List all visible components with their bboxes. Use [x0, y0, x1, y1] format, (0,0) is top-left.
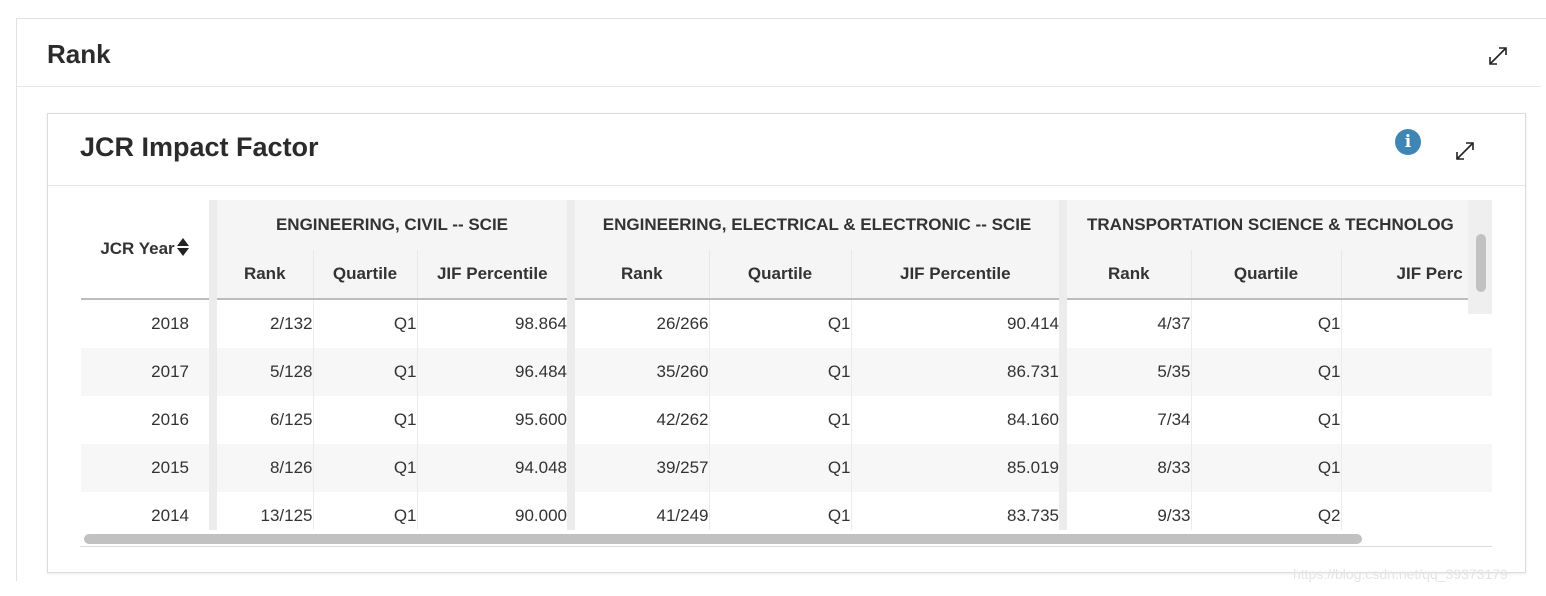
electrical-quartile-cell: Q1 [708, 444, 852, 492]
electrical-rank-cell: 26/266 [567, 299, 710, 348]
info-icon[interactable]: i [1395, 129, 1421, 155]
transportation-rank-cell: 9/33 [1059, 492, 1192, 530]
table-row: 2017 5/128 Q1 96.484 35/260 Q1 86.731 5/35 Q1 [81, 348, 1492, 396]
electrical-quartile-cell: Q1 [708, 492, 852, 530]
civil-quartile-cell: Q1 [312, 492, 417, 530]
transportation-quartile-cell: Q1 [1190, 444, 1342, 492]
civil-quartile-cell: Q1 [312, 299, 417, 348]
col-jif-percentile-header[interactable]: JIF Percentile [850, 250, 1064, 300]
transportation-jif-percentile-cell [1340, 396, 1492, 444]
col-rank-header[interactable]: Rank [209, 250, 313, 300]
col-quartile-header[interactable]: Quartile [312, 250, 417, 300]
table-row: 2016 6/125 Q1 95.600 42/262 Q1 84.160 7/34 Q1 [81, 396, 1492, 444]
transportation-quartile-cell: Q1 [1190, 396, 1342, 444]
subheader-row: Rank Quartile JIF Percentile Rank Quarti… [81, 250, 1492, 300]
jcr-year-cell: 2014 [151, 506, 189, 525]
jcr-year-header[interactable]: JCR Year [81, 200, 213, 300]
rank-panel-title: Rank [47, 39, 111, 69]
category-header-row: JCR Year ENGINEERING, CIVIL -- SCIE ENGI… [81, 200, 1492, 300]
civil-rank-cell: 8/126 [209, 444, 313, 492]
jcr-table-body: 2018 2/132 Q1 98.864 26/266 Q1 90.414 4/37 Q1 201… [81, 299, 1492, 530]
rank-panel: Rank JCR Impact Factor i [16, 18, 1546, 581]
sort-icon[interactable] [176, 237, 190, 262]
col-rank-header[interactable]: Rank [1059, 250, 1192, 300]
col-rank-header[interactable]: Rank [567, 250, 710, 300]
transportation-quartile-cell: Q2 [1190, 492, 1342, 530]
jcr-card-header: JCR Impact Factor i [48, 114, 1525, 186]
category-header-transportation: TRANSPORTATION SCIENCE & TECHNOLOG [1059, 200, 1492, 250]
civil-quartile-cell: Q1 [312, 396, 417, 444]
table-row: 2014 13/125 Q1 90.000 41/249 Q1 83.735 9/33 Q2 [81, 492, 1492, 530]
electrical-rank-cell: 41/249 [567, 492, 710, 530]
civil-quartile-cell: Q1 [312, 348, 417, 396]
col-quartile-header[interactable]: Quartile [708, 250, 852, 300]
jcr-year-cell: 2017 [81, 348, 213, 396]
vertical-scrollbar-thumb[interactable] [1476, 234, 1486, 292]
transportation-rank-cell: 7/34 [1059, 396, 1192, 444]
transportation-jif-percentile-cell [1340, 444, 1492, 492]
col-jif-percentile-header[interactable]: JIF Percentile [416, 250, 572, 300]
civil-jif-percentile-cell: 90.000 [416, 492, 572, 530]
transportation-quartile-cell: Q1 [1190, 348, 1342, 396]
civil-rank-cell: 2/132 [209, 299, 313, 348]
civil-rank-cell: 6/125 [209, 396, 313, 444]
civil-jif-percentile-cell: 94.048 [416, 444, 572, 492]
jcr-table-viewport: JCR Year ENGINEERING, CIVIL -- SCIE ENGI… [81, 200, 1492, 530]
jcr-year-cell: 2015 [81, 444, 213, 492]
electrical-quartile-cell: Q1 [708, 396, 852, 444]
transportation-rank-cell: 8/33 [1059, 444, 1192, 492]
electrical-jif-percentile-cell: 90.414 [850, 299, 1064, 348]
jcr-year-label: JCR Year [100, 238, 175, 258]
civil-jif-percentile-cell: 98.864 [416, 299, 572, 348]
electrical-jif-percentile-cell: 86.731 [850, 348, 1064, 396]
transportation-jif-percentile-cell [1340, 299, 1492, 348]
civil-quartile-cell: Q1 [312, 444, 417, 492]
jcr-card-title: JCR Impact Factor [80, 132, 319, 162]
jcr-impact-factor-card: JCR Impact Factor i JCR Year [47, 113, 1526, 573]
category-header-electrical: ENGINEERING, ELECTRICAL & ELECTRONIC -- … [567, 200, 1064, 250]
electrical-rank-cell: 42/262 [567, 396, 710, 444]
jcr-table: JCR Year ENGINEERING, CIVIL -- SCIE ENGI… [81, 200, 1492, 530]
electrical-jif-percentile-cell: 84.160 [850, 396, 1064, 444]
expand-icon[interactable] [1486, 44, 1510, 68]
electrical-quartile-cell: Q1 [708, 348, 852, 396]
civil-rank-cell: 13/125 [209, 492, 313, 530]
transportation-jif-percentile-cell [1340, 348, 1492, 396]
transportation-quartile-cell: Q1 [1190, 299, 1342, 348]
civil-jif-percentile-cell: 96.484 [416, 348, 572, 396]
rank-panel-header: Rank [17, 19, 1541, 87]
expand-icon[interactable] [1453, 139, 1477, 163]
category-header-civil: ENGINEERING, CIVIL -- SCIE [208, 200, 572, 250]
transportation-rank-cell: 5/35 [1059, 348, 1192, 396]
electrical-rank-cell: 39/257 [567, 444, 710, 492]
col-quartile-header[interactable]: Quartile [1190, 250, 1342, 300]
horizontal-scrollbar-thumb[interactable] [84, 534, 1362, 544]
electrical-jif-percentile-cell: 83.735 [850, 492, 1064, 530]
jcr-year-cell: 2016 [151, 410, 189, 429]
electrical-quartile-cell: Q1 [708, 299, 852, 348]
electrical-rank-cell: 35/260 [567, 348, 710, 396]
table-row: 2015 8/126 Q1 94.048 39/257 Q1 85.019 8/33 Q1 [81, 444, 1492, 492]
table-row: 2018 2/132 Q1 98.864 26/266 Q1 90.414 4/37 Q1 [81, 299, 1492, 348]
transportation-rank-cell: 4/37 [1059, 299, 1192, 348]
electrical-jif-percentile-cell: 85.019 [850, 444, 1064, 492]
civil-rank-cell: 5/128 [209, 348, 313, 396]
jcr-year-cell: 2018 [151, 314, 189, 333]
col-jif-percentile-header[interactable]: JIF Perc [1340, 250, 1492, 300]
table-scroll-region[interactable] [80, 200, 1492, 547]
civil-jif-percentile-cell: 95.600 [416, 396, 572, 444]
watermark: https://blog.csdn.net/qq_39373179 [1293, 566, 1508, 582]
transportation-jif-percentile-cell [1340, 492, 1492, 530]
